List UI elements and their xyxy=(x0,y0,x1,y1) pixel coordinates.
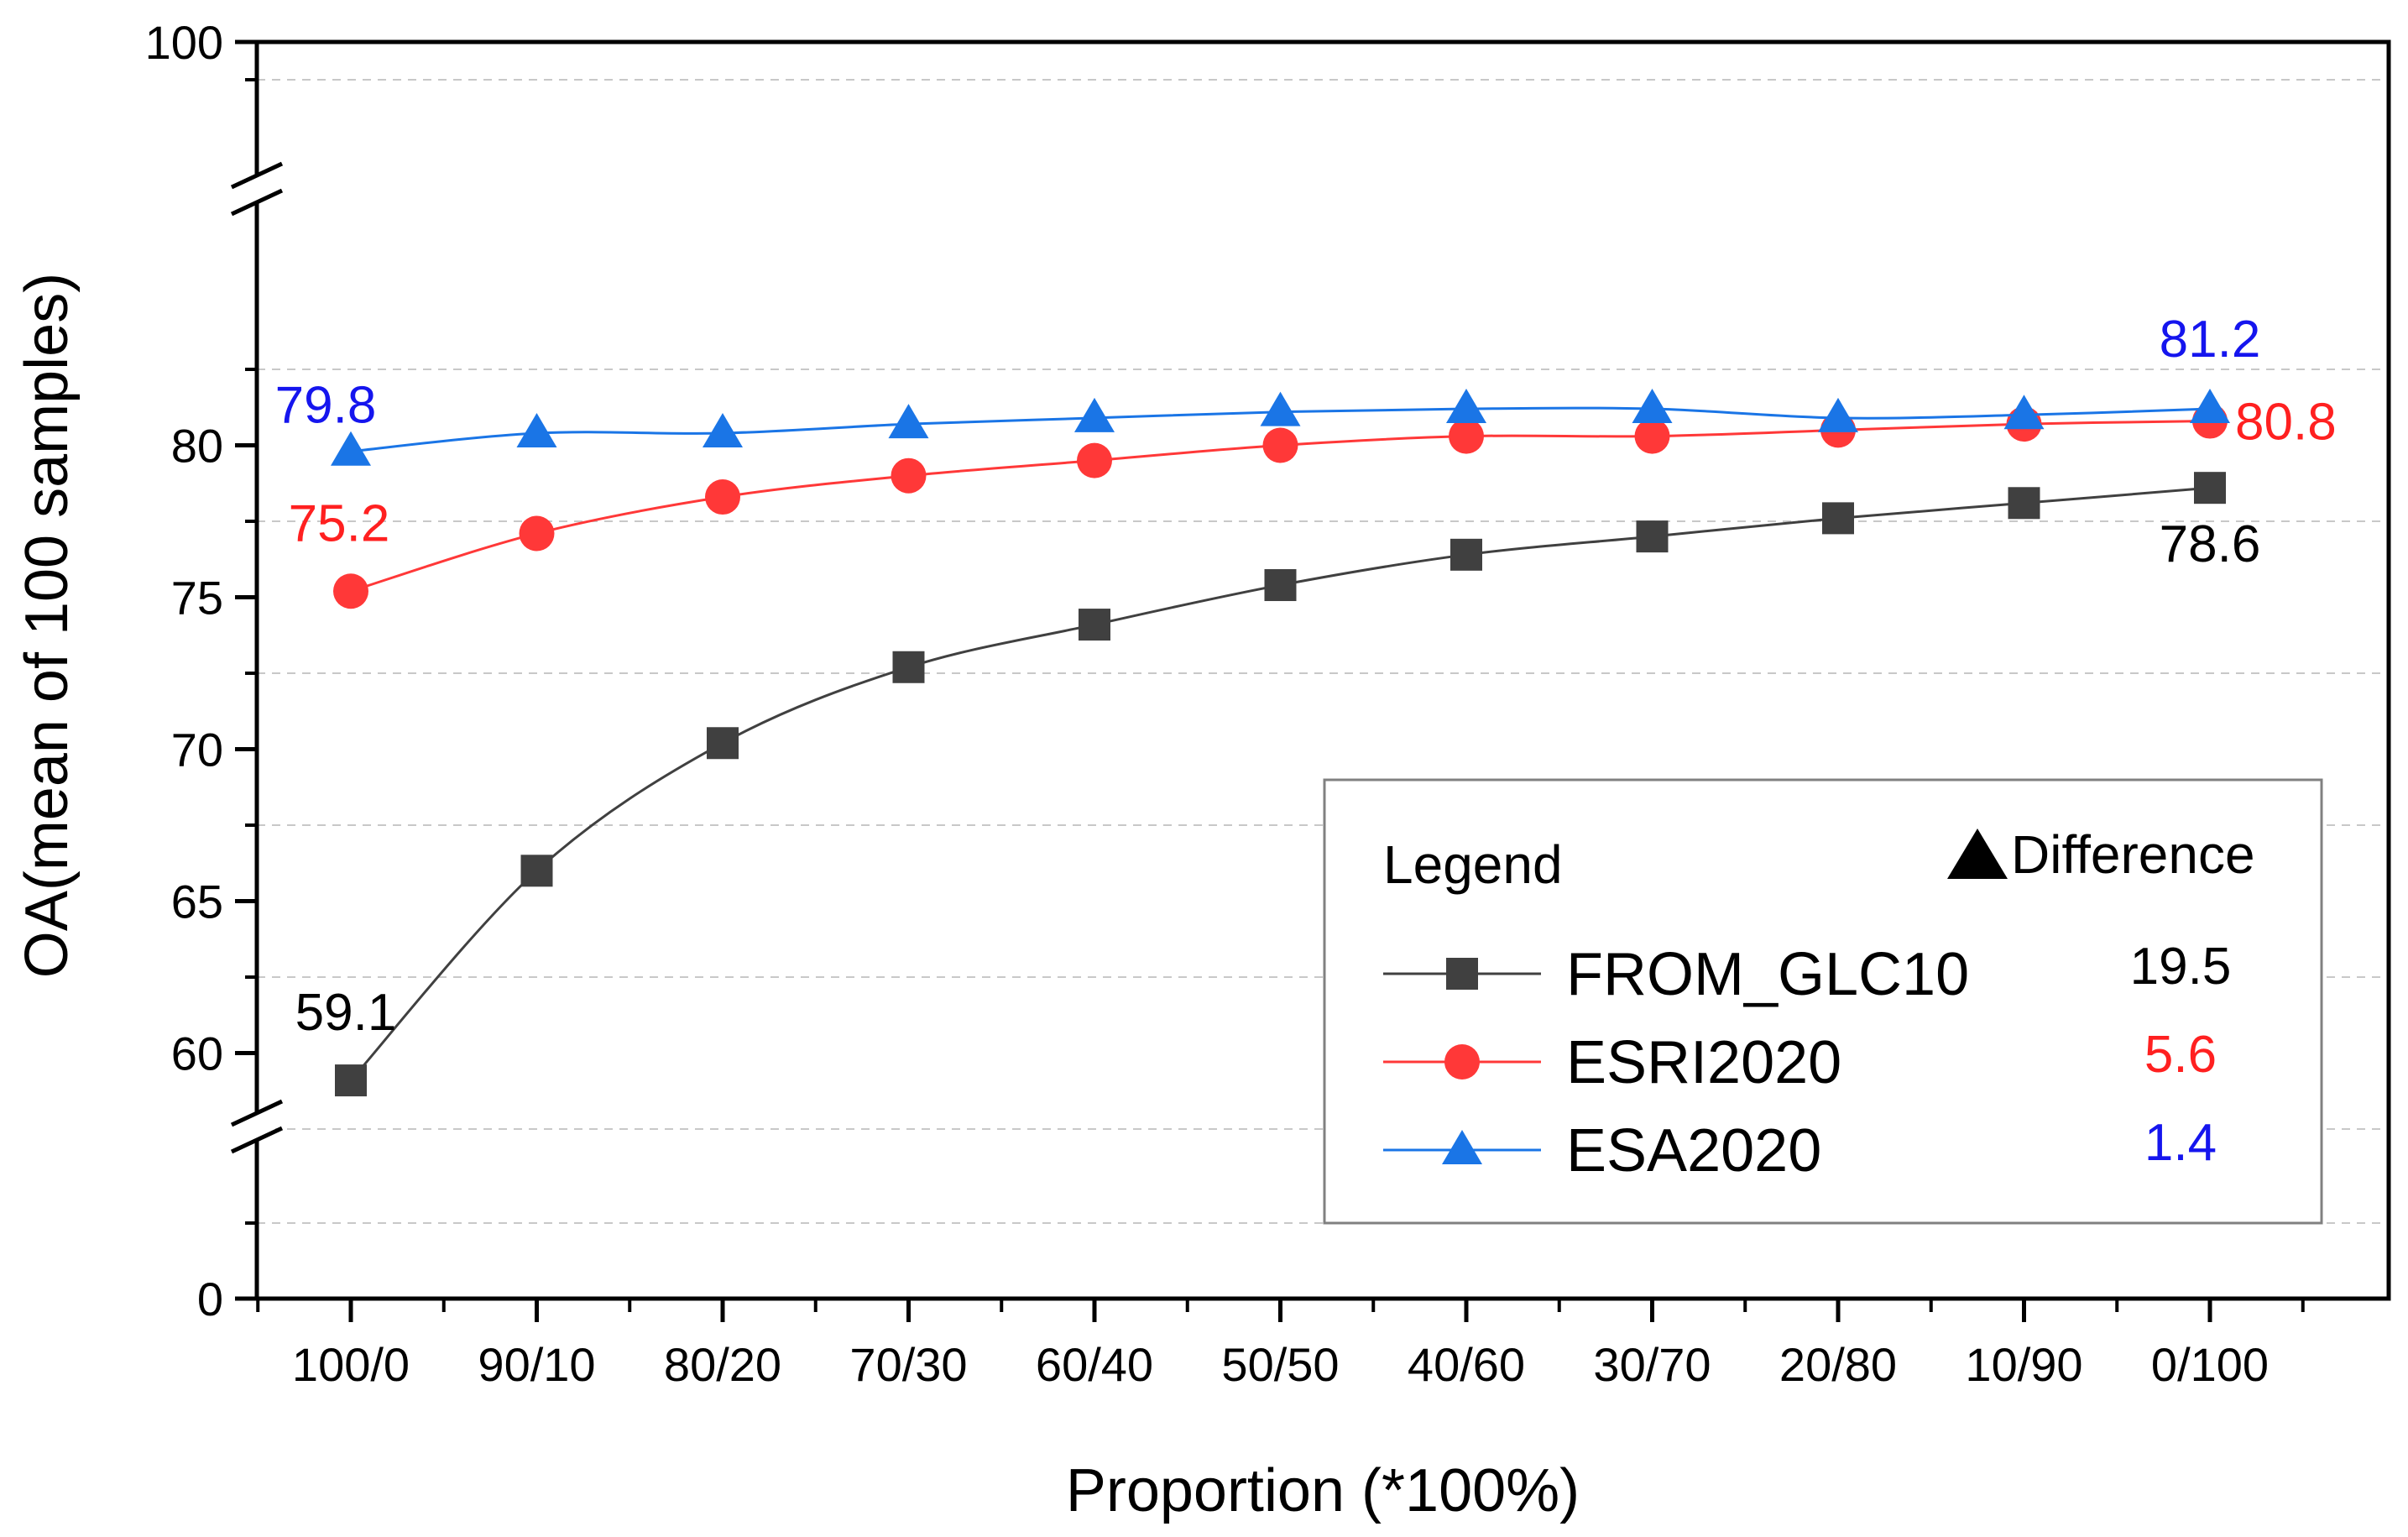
legend-box xyxy=(1323,778,2323,1225)
y-tick-label: 75 xyxy=(171,572,223,625)
axis-ticks: 0 60 65 70 75 80 100 100/0 90/10 80/20 70/30 60/40 5… xyxy=(145,16,2305,1391)
legend-marker xyxy=(1446,958,1478,990)
data-point-esa2020 xyxy=(331,431,371,466)
data-point-esri2020 xyxy=(1077,442,1112,478)
difference-triangle-icon xyxy=(1947,829,2008,879)
y-tick-label: 0 xyxy=(197,1273,223,1325)
x-tick-label: 90/10 xyxy=(478,1338,595,1391)
data-point-from-glc10 xyxy=(1822,502,1854,535)
axis-breaks xyxy=(230,161,284,1154)
y-tick-label: 100 xyxy=(145,16,223,69)
y-tick-label: 60 xyxy=(171,1027,223,1080)
x-axis-title: Proportion (*100%) xyxy=(1066,1457,1580,1524)
data-point-esa2020 xyxy=(2190,389,2230,424)
legend-difference-value: 19.5 xyxy=(2130,938,2232,996)
x-tick-label: 100/0 xyxy=(292,1338,410,1391)
data-point-esa2020 xyxy=(1818,397,1858,432)
data-point-esa2020 xyxy=(703,413,743,448)
series-group xyxy=(331,389,2230,1097)
data-point-esri2020 xyxy=(891,457,927,494)
series-esri2020 xyxy=(333,403,2228,609)
data-point-esri2020 xyxy=(333,573,368,609)
data-label: 59.1 xyxy=(295,984,397,1042)
legend-difference-value: 1.4 xyxy=(2144,1114,2217,1172)
axis-break-mark xyxy=(230,161,284,190)
series-esa2020 xyxy=(331,389,2230,466)
x-tick-label: 20/80 xyxy=(1779,1338,1897,1391)
data-label: 81.2 xyxy=(2160,311,2261,369)
legend-title: Legend xyxy=(1383,834,1563,895)
y-tick-label: 65 xyxy=(171,876,223,928)
data-label: 75.2 xyxy=(289,494,390,552)
data-point-from-glc10 xyxy=(2008,487,2040,520)
x-tick-label: 70/30 xyxy=(849,1338,967,1391)
x-tick-label: 50/50 xyxy=(1221,1338,1339,1391)
x-tick-label: 40/60 xyxy=(1408,1338,1525,1391)
x-tick-label: 60/40 xyxy=(1036,1338,1153,1391)
legend-difference-value: 5.6 xyxy=(2144,1026,2217,1084)
legend-entry-from-glc10: FROM_GLC10 19.5 xyxy=(1383,938,2231,1008)
data-point-from-glc10 xyxy=(707,727,739,760)
legend-marker xyxy=(1444,1044,1480,1080)
data-point-esri2020 xyxy=(1449,418,1484,454)
data-point-esa2020 xyxy=(1260,391,1301,426)
data-point-esa2020 xyxy=(516,413,557,448)
data-point-esa2020 xyxy=(1446,389,1486,424)
data-point-esa2020 xyxy=(1632,389,1673,424)
y-axis-title: OA(mean of 100 samples) xyxy=(13,273,81,978)
axis-break-mark xyxy=(230,188,284,217)
series-from-glc10 xyxy=(335,472,2226,1097)
data-point-from-glc10 xyxy=(1450,538,1482,571)
data-point-esa2020 xyxy=(1074,397,1115,432)
y-tick-label: 70 xyxy=(171,724,223,776)
x-tick-label: 80/20 xyxy=(664,1338,781,1391)
legend-difference-label: Difference xyxy=(2011,824,2255,885)
series-line-from-glc10 xyxy=(349,486,2211,1082)
data-point-from-glc10 xyxy=(892,651,925,683)
data-point-from-glc10 xyxy=(1636,520,1669,553)
y-tick-label: 80 xyxy=(171,420,223,473)
data-point-esri2020 xyxy=(519,515,555,552)
grid-lines xyxy=(257,79,2389,1224)
plot-frame xyxy=(254,39,2391,1301)
data-point-esa2020 xyxy=(888,404,929,439)
data-label: 80.8 xyxy=(2235,394,2337,452)
x-tick-label: 0/100 xyxy=(2151,1338,2269,1391)
data-annotations: 59.1 78.6 75.2 80.8 79.8 81.2 xyxy=(275,311,2337,1042)
legend-entries: FROM_GLC10 19.5 ESRI2020 5.6 ESA2020 1.4 xyxy=(1383,938,2231,1184)
data-label: 79.8 xyxy=(275,377,377,435)
legend-label: ESRI2020 xyxy=(1566,1029,1841,1096)
x-tick-label: 10/90 xyxy=(1965,1338,2082,1391)
data-point-from-glc10 xyxy=(520,855,553,887)
legend: Legend Difference FROM_GLC10 19.5 ESRI2020… xyxy=(1323,778,2323,1225)
legend-label: ESA2020 xyxy=(1566,1117,1821,1184)
data-point-from-glc10 xyxy=(2194,472,2226,504)
data-point-esa2020 xyxy=(2003,395,2045,430)
data-point-esri2020 xyxy=(705,479,740,515)
data-point-from-glc10 xyxy=(1264,569,1297,602)
legend-marker xyxy=(1442,1130,1482,1164)
data-point-esri2020 xyxy=(1262,427,1298,463)
axis-break-mark xyxy=(230,1126,284,1154)
x-tick-label: 30/70 xyxy=(1593,1338,1711,1391)
data-label: 78.6 xyxy=(2160,515,2261,573)
legend-entry-esa2020: ESA2020 1.4 xyxy=(1383,1114,2217,1184)
axis-break-mark xyxy=(230,1099,284,1127)
data-point-esri2020 xyxy=(1634,418,1670,454)
data-point-from-glc10 xyxy=(1079,609,1110,641)
data-point-from-glc10 xyxy=(335,1064,367,1097)
legend-entry-esri2020: ESRI2020 5.6 xyxy=(1383,1026,2217,1096)
legend-label: FROM_GLC10 xyxy=(1566,941,1969,1008)
